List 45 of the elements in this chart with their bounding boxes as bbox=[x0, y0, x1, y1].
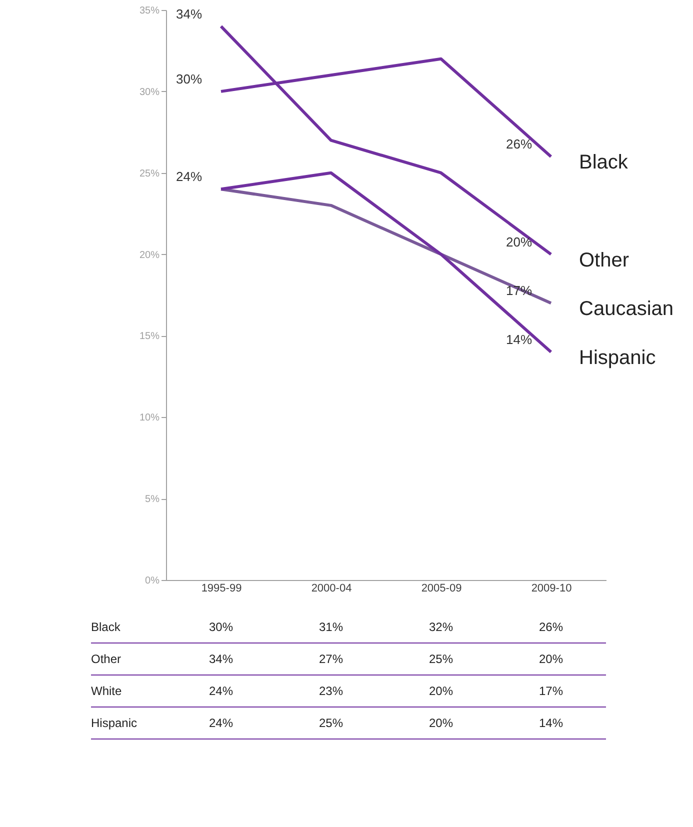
data-label: 17% bbox=[538, 684, 564, 698]
y-tick-label: 5% bbox=[145, 494, 160, 506]
x-tick-label: 2000-04 bbox=[311, 582, 352, 594]
data-label: 27% bbox=[318, 652, 344, 666]
y-tick-label: 20% bbox=[139, 250, 160, 261]
data-label: 24% bbox=[208, 684, 234, 698]
data-label: 24% bbox=[208, 716, 234, 730]
x-tick-label: 2005-09 bbox=[421, 582, 462, 594]
annotation: 34% bbox=[176, 6, 202, 22]
annotation: 24% bbox=[176, 169, 202, 184]
data-label: 20% bbox=[538, 652, 564, 666]
data-label: 30% bbox=[208, 620, 234, 634]
y-tick-label: 25% bbox=[139, 168, 160, 180]
text: Other bbox=[91, 652, 122, 666]
y-tick-label: 30% bbox=[139, 86, 160, 98]
series-label: Black bbox=[579, 152, 629, 174]
annotation: 26% bbox=[506, 136, 532, 152]
y-tick-label: 15% bbox=[139, 331, 160, 342]
data-label: 26% bbox=[538, 620, 564, 634]
y-tick-label: 35% bbox=[139, 6, 160, 16]
data-label: 20% bbox=[428, 716, 454, 730]
text: Hispanic bbox=[91, 716, 138, 730]
text: Black bbox=[91, 620, 122, 634]
x-tick-label: 1995-99 bbox=[201, 582, 242, 594]
annotation: 20% bbox=[506, 234, 532, 250]
data-label: 25% bbox=[318, 716, 344, 730]
data-label: 34% bbox=[208, 652, 234, 666]
x-tick-label: 2009-10 bbox=[531, 582, 572, 594]
data-label: 25% bbox=[428, 652, 454, 666]
y-tick-label: 0% bbox=[145, 576, 160, 586]
line-series bbox=[220, 24, 552, 256]
series-label: Hispanic bbox=[579, 347, 656, 369]
text: White bbox=[91, 684, 122, 698]
line-series bbox=[220, 171, 552, 354]
annotation: 30% bbox=[176, 71, 202, 86]
data-label: 31% bbox=[318, 620, 344, 634]
data-label: 23% bbox=[318, 684, 344, 698]
annotation: 14% bbox=[506, 332, 532, 347]
series-label: Other bbox=[579, 249, 630, 272]
data-label: 32% bbox=[428, 620, 454, 634]
line-series bbox=[220, 188, 552, 305]
data-label: 20% bbox=[428, 684, 454, 698]
data-label: 14% bbox=[538, 716, 564, 730]
series-label: Caucasian bbox=[579, 298, 674, 320]
y-tick-label: 10% bbox=[139, 412, 160, 424]
